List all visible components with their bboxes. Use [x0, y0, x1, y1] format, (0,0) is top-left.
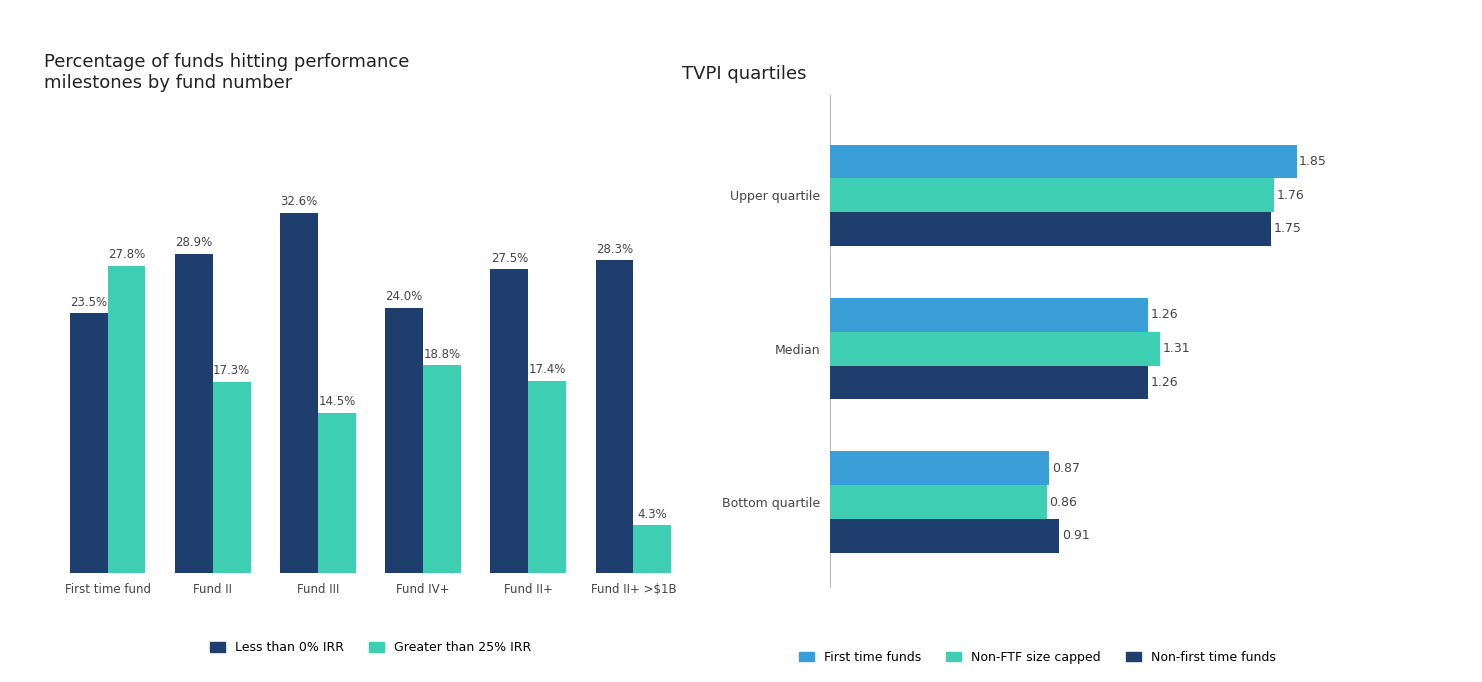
- Bar: [385, 308, 422, 573]
- Legend: Less than 0% IRR, Greater than 25% IRR: Less than 0% IRR, Greater than 25% IRR: [205, 636, 536, 659]
- Text: 17.3%: 17.3%: [213, 364, 250, 377]
- Bar: [830, 519, 1060, 552]
- Text: 27.8%: 27.8%: [108, 248, 145, 261]
- Text: Percentage of funds hitting performance
milestones by fund number: Percentage of funds hitting performance …: [44, 53, 411, 92]
- Bar: [830, 212, 1272, 246]
- Bar: [830, 178, 1275, 212]
- Bar: [280, 213, 319, 573]
- Text: 1.26: 1.26: [1150, 308, 1178, 321]
- Bar: [830, 486, 1046, 519]
- Text: 28.3%: 28.3%: [596, 243, 633, 256]
- Text: 0.87: 0.87: [1052, 462, 1080, 475]
- Text: 17.4%: 17.4%: [529, 364, 566, 376]
- Bar: [491, 269, 528, 573]
- Text: 1.31: 1.31: [1163, 342, 1190, 355]
- Text: 1.85: 1.85: [1300, 155, 1326, 168]
- Text: 1.26: 1.26: [1150, 376, 1178, 389]
- Bar: [422, 366, 461, 573]
- Text: 24.0%: 24.0%: [385, 291, 422, 303]
- Legend: First time funds, Non-FTF size capped, Non-first time funds: First time funds, Non-FTF size capped, N…: [794, 646, 1280, 668]
- Text: 0.86: 0.86: [1049, 496, 1077, 509]
- Bar: [528, 381, 566, 573]
- Text: 4.3%: 4.3%: [637, 508, 667, 521]
- Text: 32.6%: 32.6%: [280, 196, 317, 209]
- Text: 28.9%: 28.9%: [175, 237, 212, 250]
- Bar: [108, 266, 145, 573]
- Bar: [213, 382, 250, 573]
- Bar: [830, 298, 1147, 332]
- Bar: [175, 254, 213, 573]
- Text: 14.5%: 14.5%: [319, 396, 356, 409]
- Text: 23.5%: 23.5%: [70, 296, 107, 309]
- Bar: [596, 261, 633, 573]
- Bar: [830, 145, 1297, 178]
- Text: 0.91: 0.91: [1063, 529, 1089, 542]
- Bar: [830, 332, 1160, 366]
- Text: TVPI quartiles: TVPI quartiles: [682, 65, 806, 83]
- Bar: [633, 525, 671, 573]
- Bar: [830, 366, 1147, 400]
- Bar: [830, 451, 1049, 486]
- Bar: [70, 314, 108, 573]
- Text: 1.75: 1.75: [1275, 222, 1301, 235]
- Text: 1.76: 1.76: [1276, 189, 1304, 202]
- Text: 18.8%: 18.8%: [424, 348, 461, 361]
- Bar: [319, 413, 356, 573]
- Text: 27.5%: 27.5%: [491, 252, 528, 265]
